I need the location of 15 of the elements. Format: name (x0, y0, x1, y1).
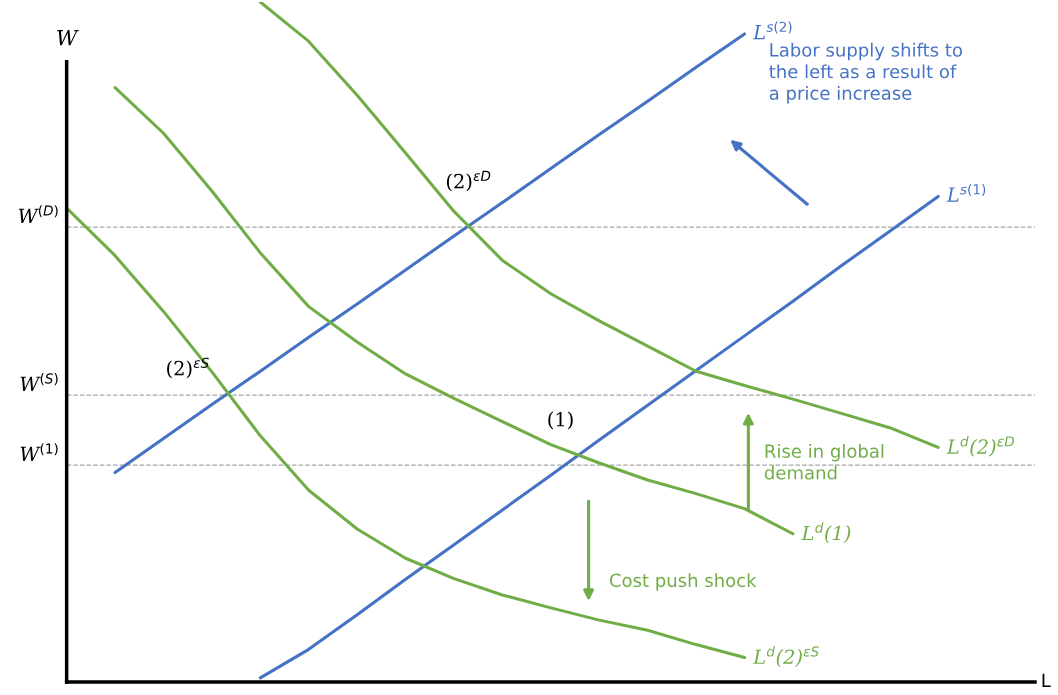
ref-line-label: W$^{(S)}$ (20, 373, 58, 391)
ref-line-label: W$^{(D)}$ (18, 205, 58, 223)
series-label: L$^{d}$(1) (801, 522, 851, 544)
annotation: Cost push shock (609, 573, 757, 591)
series-label: L$^{d}$(2)$^{εS}$ (752, 646, 819, 667)
annotation: (1) (548, 411, 573, 430)
x-axis-title: L (1042, 673, 1051, 687)
series-label: L$^{s(2)}$ (752, 21, 792, 40)
series-label: L$^{d}$(2)$^{εD}$ (946, 435, 1015, 457)
y-axis-title: W (57, 30, 79, 46)
series-label: L$^{s(1)}$ (946, 183, 986, 202)
ref-line-label: W$^{(1)}$ (20, 443, 58, 461)
annotation: Rise in global demand (764, 444, 884, 480)
annotation: Labor supply shifts to the left as a result of a price increase (769, 42, 962, 104)
annotation: (2)$^{εD}$ (446, 170, 491, 192)
